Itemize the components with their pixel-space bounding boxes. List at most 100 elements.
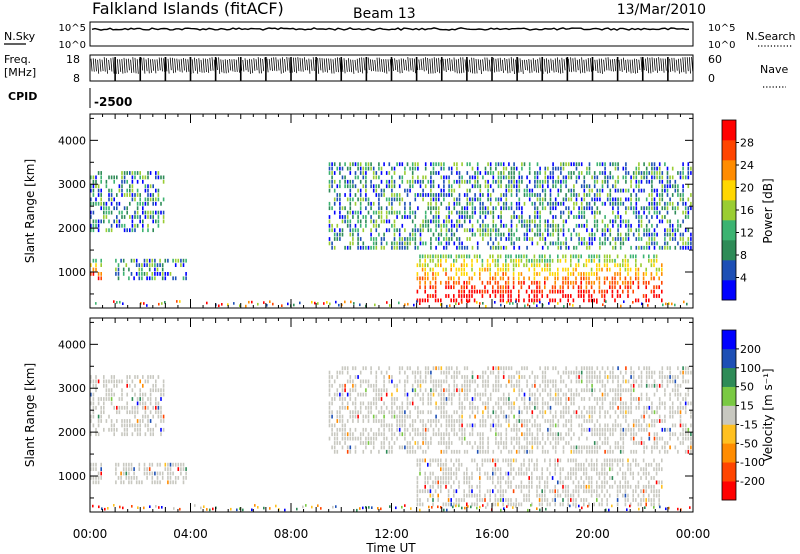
echo-cell	[559, 458, 562, 463]
echo-cell	[596, 263, 598, 268]
echo-cell	[619, 432, 622, 437]
echo-cell	[505, 280, 507, 285]
echo-cell	[409, 166, 411, 171]
echo-cell	[614, 285, 616, 290]
echo-cell	[416, 272, 419, 276]
echo-cell	[447, 254, 450, 259]
echo-cell	[385, 423, 388, 428]
echo-cell	[661, 197, 664, 202]
echo-cell	[531, 436, 534, 441]
echo-cell	[570, 193, 573, 197]
echo-cell	[547, 392, 549, 397]
echo-cell	[586, 379, 588, 384]
echo-cell	[679, 410, 682, 415]
echo-cell	[489, 267, 491, 272]
echo-cell	[391, 184, 393, 189]
echo-cell	[269, 300, 271, 303]
echo-cell	[162, 419, 165, 423]
echo-cell	[562, 405, 565, 410]
echo-cell	[593, 215, 596, 219]
echo-cell	[684, 410, 687, 415]
echo-cell	[562, 276, 564, 281]
echo-cell	[606, 228, 609, 233]
echo-cell	[567, 188, 570, 193]
echo-cell	[612, 379, 614, 384]
echo-cell	[588, 254, 590, 259]
echo-cell	[508, 366, 510, 371]
echo-cell	[525, 471, 528, 476]
echo-cell	[570, 449, 573, 454]
echo-cell	[92, 410, 95, 415]
echo-cell	[505, 285, 507, 290]
echo-cell	[508, 401, 510, 406]
echo-cell	[489, 370, 492, 375]
echo-cell	[541, 258, 543, 263]
echo-cell	[664, 188, 666, 193]
echo-cell	[578, 232, 580, 237]
echo-cell	[549, 197, 552, 202]
echo-cell	[450, 414, 453, 419]
echo-cell	[121, 179, 123, 184]
echo-cell	[336, 184, 339, 189]
echo-cell	[142, 228, 144, 233]
echo-cell	[619, 285, 621, 290]
echo-cell	[609, 449, 612, 454]
echo-cell	[341, 366, 344, 371]
echo-cell	[476, 184, 479, 189]
echo-cell	[144, 423, 147, 428]
echo-cell	[518, 445, 521, 450]
echo-cell	[577, 493, 580, 498]
echo-cell	[536, 427, 539, 432]
echo-cell	[583, 210, 586, 215]
echo-cell	[131, 193, 134, 197]
echo-cell	[414, 388, 417, 393]
echo-cell	[502, 489, 504, 494]
echo-cell	[510, 232, 513, 237]
echo-cell	[658, 171, 661, 175]
echo-cell	[406, 193, 409, 197]
echo-cell	[508, 449, 510, 454]
echo-cell	[95, 197, 97, 202]
echo-cell	[583, 197, 586, 202]
echo-cell	[349, 201, 352, 206]
echo-cell	[437, 206, 440, 211]
echo-cell	[536, 462, 538, 467]
echo-cell	[622, 414, 625, 419]
echo-cell	[632, 449, 635, 454]
echo-cell	[359, 162, 362, 167]
echo-cell	[349, 392, 352, 397]
echo-cell	[687, 370, 690, 375]
echo-cell	[674, 375, 677, 379]
echo-cell	[625, 427, 627, 432]
echo-cell	[121, 388, 123, 393]
echo-cell	[147, 197, 149, 202]
echo-cell	[469, 237, 471, 241]
echo-cell	[593, 289, 595, 294]
echo-cell	[653, 162, 656, 167]
echo-cell	[432, 285, 434, 290]
echo-cell	[565, 162, 567, 167]
echo-cell	[460, 462, 463, 467]
echo-cell	[357, 245, 359, 250]
echo-cell	[155, 383, 157, 388]
echo-cell	[508, 184, 510, 189]
echo-cell	[453, 241, 456, 246]
echo-cell	[90, 201, 92, 206]
echo-cell	[684, 436, 687, 441]
echo-cell	[554, 166, 557, 171]
echo-cell	[100, 171, 102, 175]
echo-cell	[130, 467, 133, 471]
echo-cell	[552, 162, 554, 167]
echo-cell	[147, 379, 149, 384]
echo-cell	[497, 476, 499, 480]
echo-cell	[416, 484, 419, 489]
echo-cell	[575, 498, 577, 502]
echo-cell	[564, 267, 567, 272]
echo-cell	[391, 193, 393, 197]
echo-cell	[367, 201, 370, 206]
echo-cell	[664, 414, 666, 419]
echo-cell	[541, 184, 544, 189]
echo-cell	[508, 175, 510, 180]
echo-cell	[534, 206, 536, 211]
echo-cell	[469, 201, 471, 206]
